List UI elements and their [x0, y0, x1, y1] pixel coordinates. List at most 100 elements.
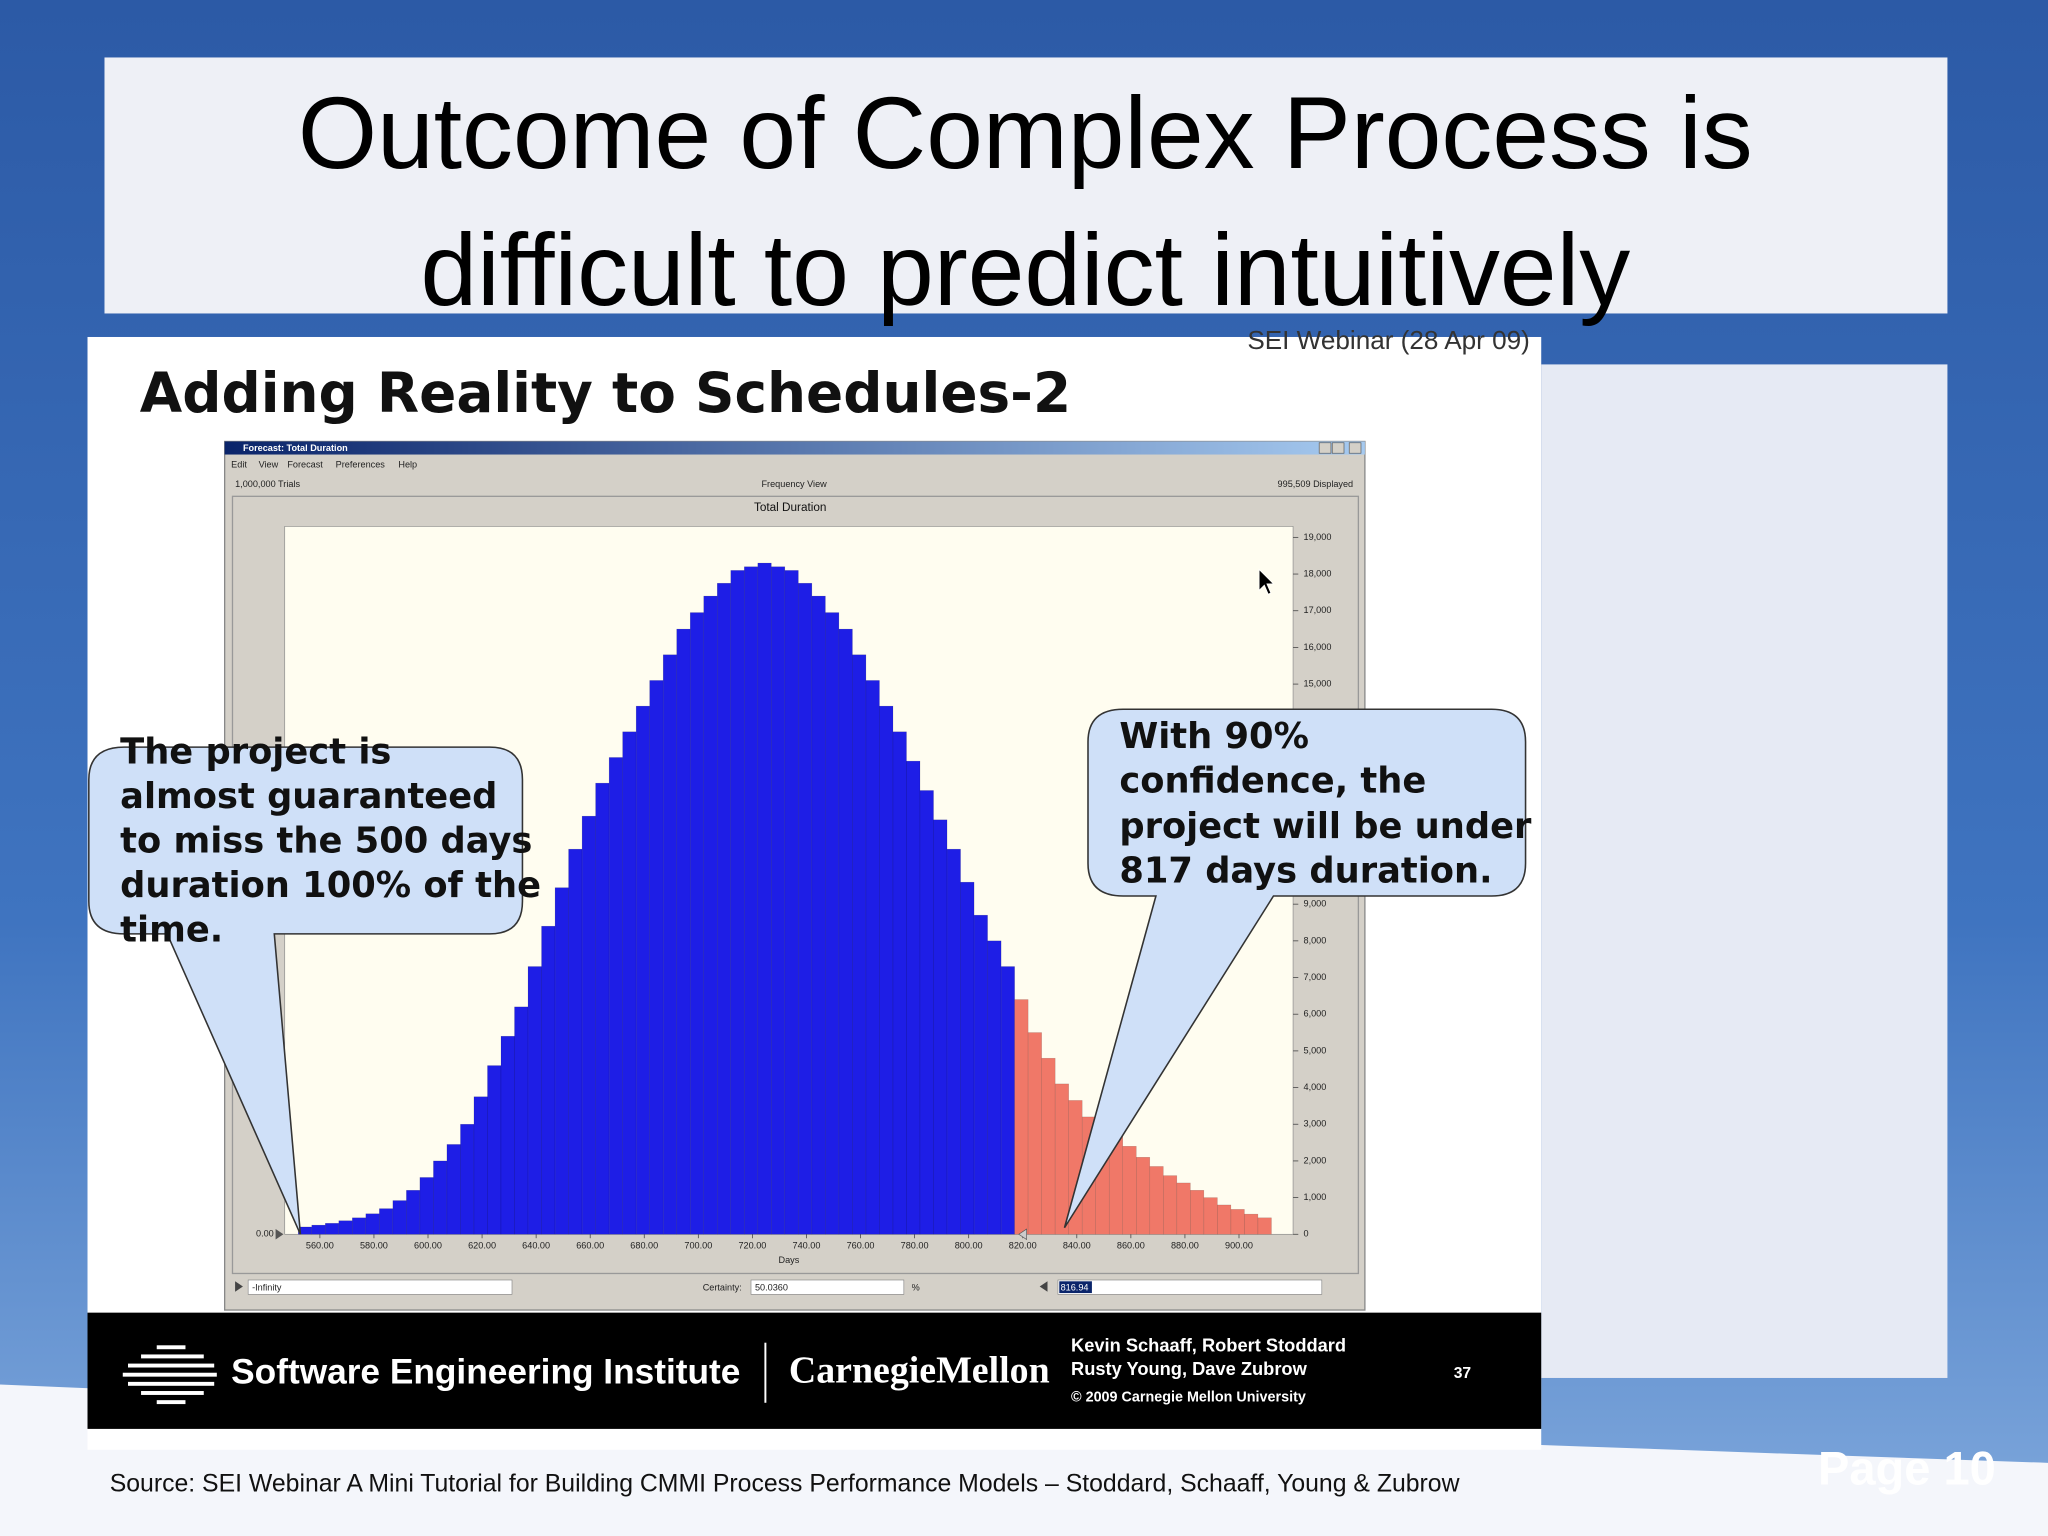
bar — [595, 782, 610, 1235]
right-grabber — [1018, 1228, 1027, 1241]
x-tick-label: 560.00 — [306, 1240, 334, 1250]
bar — [1203, 1197, 1218, 1235]
x-axis-label: Days — [778, 1255, 799, 1265]
bar — [1000, 966, 1015, 1235]
footer-band — [87, 1312, 1542, 1429]
bar — [716, 582, 732, 1235]
bar — [933, 819, 948, 1235]
bar — [865, 680, 880, 1235]
bar — [973, 914, 988, 1235]
y-tick-label: 9,000 — [1304, 899, 1327, 909]
sei-logo — [122, 1345, 217, 1405]
bar — [838, 628, 853, 1235]
logo-stripe — [128, 1381, 215, 1386]
callout-text: With 90% — [1119, 716, 1309, 757]
callout-text: 817 days duration. — [1119, 850, 1492, 891]
trials: 1,000,000 Trials — [235, 479, 300, 489]
copyright: © 2009 Carnegie Mellon University — [1071, 1389, 1306, 1405]
plot: 0 1,000 2,000 3,000 4,000 5,000 6,000 7,000 8,00… — [297, 532, 1332, 1250]
bar — [1190, 1190, 1205, 1235]
slide-title: difficult to predict intuitively — [420, 213, 1630, 327]
x-tick-label: 800.00 — [955, 1240, 983, 1250]
logo-stripe — [156, 1345, 186, 1350]
bar — [703, 595, 718, 1235]
maximize-button — [1331, 442, 1345, 454]
bar — [325, 1223, 340, 1235]
bar — [581, 815, 596, 1235]
callout-text: duration 100% of the — [120, 865, 541, 906]
institute-name: Software Engineering Institute — [231, 1352, 740, 1391]
x-tick-label: 680.00 — [630, 1240, 658, 1250]
bar — [1149, 1166, 1164, 1235]
y-tick-label: 15,000 — [1304, 679, 1332, 689]
bar — [649, 680, 664, 1235]
x-tick-label: 880.00 — [1171, 1240, 1199, 1250]
bar — [473, 1096, 488, 1235]
y-tick-label: 1,000 — [1304, 1192, 1327, 1202]
menu-item: Preferences — [336, 459, 386, 469]
field-arrow — [235, 1281, 243, 1292]
authors: Kevin Schaaff, Robert Stoddard — [1071, 1334, 1346, 1355]
bar — [1122, 1145, 1137, 1235]
bar — [352, 1217, 367, 1235]
bar — [798, 582, 813, 1235]
menu-item: Forecast — [287, 459, 323, 469]
subtitle: Adding Reality to Schedules-2 — [140, 361, 1071, 425]
bar — [784, 570, 799, 1235]
bar — [879, 705, 894, 1235]
x-tick-label: 580.00 — [360, 1240, 388, 1250]
left-marker: 0.00 — [256, 1229, 274, 1239]
logo-stripe — [141, 1391, 204, 1395]
menu-item: Help — [398, 459, 417, 469]
y-tick-label: 16,000 — [1304, 642, 1332, 652]
callout-text: The project is — [120, 732, 391, 773]
bar — [771, 566, 786, 1235]
title-box — [104, 57, 1948, 314]
bar — [811, 595, 826, 1235]
bar — [541, 925, 556, 1235]
chart-title: Total Duration — [754, 501, 827, 514]
menu-item: Edit — [231, 459, 247, 469]
logo-stripe — [141, 1354, 204, 1359]
bar — [1027, 1032, 1042, 1235]
bar — [906, 760, 921, 1235]
y-tick-label: 3,000 — [1304, 1119, 1327, 1129]
university-name: CarnegieMellon — [789, 1350, 1050, 1392]
bar — [433, 1160, 448, 1235]
window-title: Forecast: Total Duration — [243, 443, 348, 453]
callout-text: confidence, the — [1119, 760, 1426, 801]
window-titlebar — [224, 441, 1365, 455]
logo-stripe — [122, 1372, 217, 1377]
x-tick-label: 780.00 — [901, 1240, 929, 1250]
bar — [568, 848, 583, 1235]
bar — [500, 1035, 515, 1235]
bar — [757, 562, 772, 1235]
slide-number: 37 — [1454, 1365, 1472, 1382]
page-number: Page 10 — [1818, 1441, 1996, 1494]
bar — [1163, 1175, 1178, 1235]
bar — [730, 570, 745, 1235]
x-tick-label: 720.00 — [738, 1240, 766, 1250]
y-tick-label: 19,000 — [1304, 532, 1332, 542]
bar — [622, 731, 637, 1235]
x-tick-label: 660.00 — [576, 1240, 604, 1250]
bar — [960, 881, 975, 1235]
displayed: 995,509 Displayed — [1278, 479, 1354, 489]
y-tick-label: 17,000 — [1304, 605, 1332, 615]
right-field-text: 816.94 — [1061, 1282, 1089, 1292]
callout-text: almost guaranteed — [120, 776, 497, 817]
menu-item: View — [259, 459, 279, 469]
bar — [419, 1177, 434, 1235]
bar — [406, 1190, 421, 1235]
y-tick-label: 4,000 — [1304, 1082, 1327, 1092]
field-selection — [1059, 1281, 1092, 1294]
authors: Rusty Young, Dave Zubrow — [1071, 1358, 1308, 1379]
left-field — [247, 1279, 513, 1295]
left-callout — [88, 746, 524, 1235]
bar — [338, 1220, 353, 1235]
percent-sign: % — [912, 1282, 920, 1292]
bar — [662, 654, 677, 1235]
y-tick-label: 8,000 — [1304, 935, 1327, 945]
certainty-value: 50.0360 — [755, 1282, 788, 1292]
bar — [987, 940, 1002, 1235]
